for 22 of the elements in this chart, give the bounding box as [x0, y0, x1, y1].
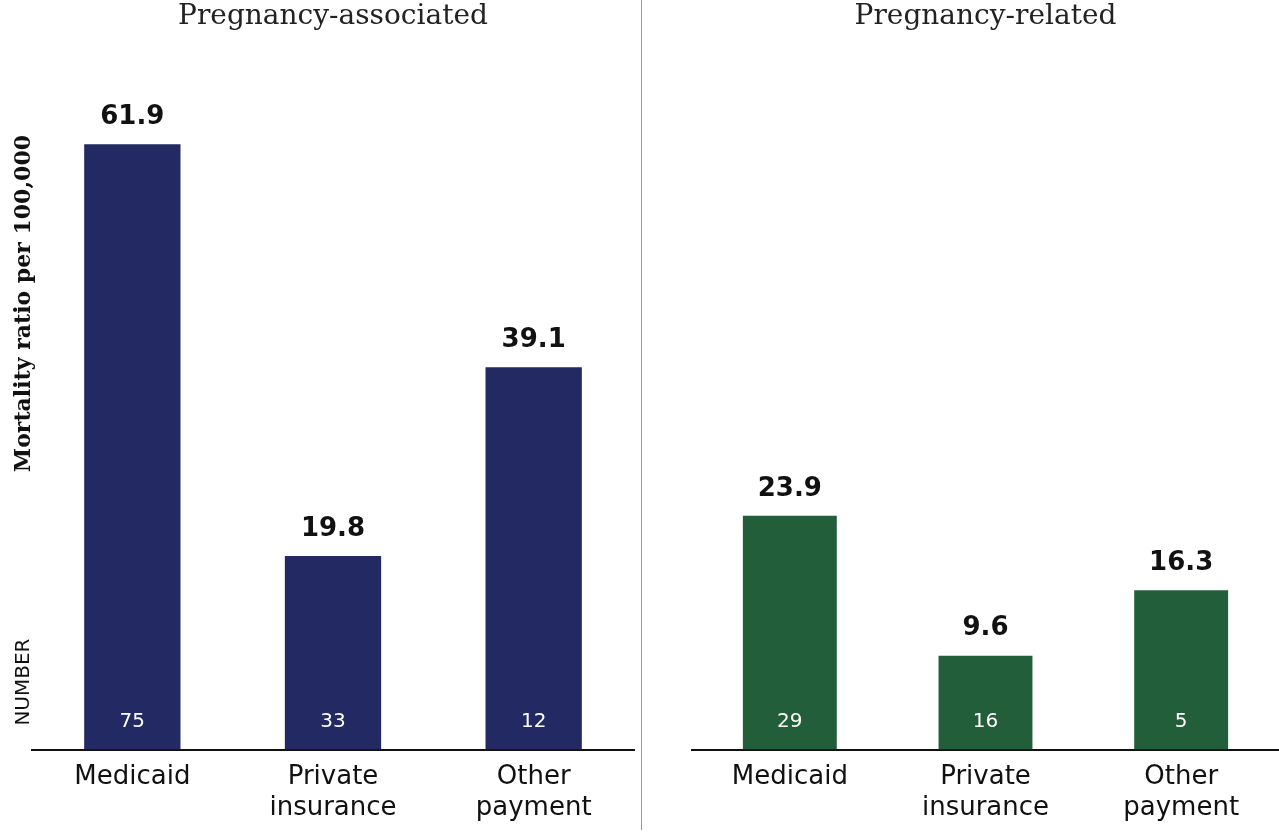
x-tick-label: Other payment — [1123, 759, 1240, 822]
data-label: 61.9 — [100, 99, 165, 130]
annotation: 12 — [520, 707, 547, 732]
annotation: 16 — [972, 707, 999, 732]
x-tick-label: Medicaid — [74, 759, 191, 790]
data-label: 16.3 — [1149, 545, 1214, 576]
annotation: NUMBER — [10, 638, 35, 726]
x-tick-label: Private insurance — [921, 759, 1050, 822]
data-label: 23.9 — [757, 471, 822, 502]
y-axis-title: Mortality ratio per 100,000 — [8, 135, 35, 473]
annotation: 33 — [320, 707, 346, 732]
x-tick-label: Private insurance — [269, 759, 397, 822]
chart-title: Pregnancy-associated — [178, 0, 488, 32]
data-label: 39.1 — [501, 322, 566, 353]
chart-title: Pregnancy-related — [854, 0, 1117, 32]
annotation: 75 — [119, 707, 146, 732]
data-label: 9.6 — [962, 611, 1009, 642]
x-tick-label: Other payment — [475, 759, 592, 822]
annotation: 29 — [777, 707, 803, 732]
annotation: 5 — [1174, 707, 1188, 732]
x-tick-label: Medicaid — [731, 759, 848, 790]
data-label: 19.8 — [300, 511, 366, 542]
